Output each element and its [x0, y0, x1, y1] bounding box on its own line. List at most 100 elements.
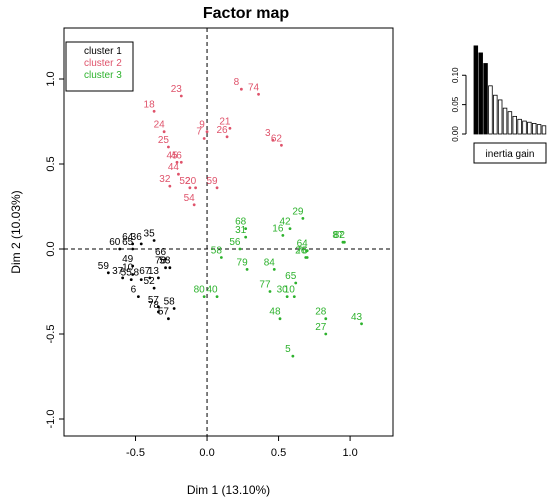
- data-point: [162, 130, 166, 134]
- data-point: [301, 217, 305, 220]
- inset-y-tick-label: 0.10: [451, 67, 460, 83]
- point-label: 62: [271, 133, 283, 144]
- x-axis-label: Dim 1 (13.10%): [187, 483, 270, 497]
- data-point: [271, 138, 275, 142]
- point-label: 30: [277, 285, 289, 296]
- data-point: [168, 266, 172, 270]
- inset-bar: [497, 99, 503, 135]
- point-label: 49: [122, 254, 134, 265]
- data-point: [244, 235, 248, 239]
- data-point: [157, 305, 160, 309]
- data-point: [192, 203, 196, 207]
- point-label: 67: [139, 266, 151, 277]
- data-point: [157, 310, 160, 314]
- point-label: 3: [265, 128, 271, 139]
- data-point: [215, 295, 219, 298]
- data-point: [164, 257, 167, 261]
- point-label: 5: [285, 344, 291, 355]
- point-label: 59: [206, 176, 218, 187]
- data-point: [167, 317, 170, 321]
- data-point: [281, 234, 285, 237]
- data-point: [175, 160, 179, 164]
- data-point: [291, 354, 295, 358]
- inset-bar: [507, 111, 513, 135]
- data-point: [219, 256, 223, 259]
- data-point: [188, 186, 192, 190]
- data-point: [194, 186, 198, 190]
- data-point: [177, 172, 180, 176]
- point-label: 76: [297, 246, 309, 257]
- data-point: [148, 276, 152, 280]
- data-point: [215, 186, 219, 190]
- inertia-gain-label: inertia gain: [486, 149, 535, 160]
- data-point: [118, 247, 122, 251]
- point-label: 18: [144, 99, 156, 110]
- legend-entry-3: cluster 3: [84, 70, 122, 81]
- data-point: [139, 278, 143, 281]
- inset-bar: [502, 107, 508, 135]
- data-point: [172, 307, 176, 310]
- data-point: [278, 317, 282, 321]
- point-label: 35: [144, 229, 156, 240]
- point-label: 10: [122, 263, 134, 274]
- x-tick-label: 0.0: [199, 447, 214, 459]
- point-label: 60: [109, 237, 121, 248]
- data-point: [167, 145, 170, 149]
- point-label: 25: [158, 135, 170, 146]
- data-point: [131, 242, 135, 246]
- data-point: [305, 256, 309, 259]
- point-label: 40: [206, 285, 218, 296]
- y-tick-label: -1.0: [45, 410, 57, 429]
- point-label: 58: [164, 297, 176, 308]
- data-point: [228, 126, 232, 130]
- data-point: [131, 273, 135, 276]
- data-point: [205, 130, 209, 134]
- inset-bar: [541, 125, 547, 135]
- legend-box: [65, 41, 134, 92]
- data-point: [152, 109, 156, 113]
- point-label: 59: [98, 261, 110, 272]
- y-axis-label: Dim 2 (10.03%): [9, 190, 23, 273]
- data-point: [202, 295, 206, 298]
- point-label: 32: [159, 174, 171, 185]
- inset-bar: [532, 123, 537, 135]
- data-point: [152, 286, 156, 290]
- point-label: 37: [112, 266, 124, 277]
- data-point: [129, 278, 133, 281]
- point-label: 48: [269, 307, 281, 318]
- x-tick-label: -0.5: [126, 447, 145, 459]
- data-point: [168, 184, 172, 188]
- data-point: [288, 227, 292, 231]
- point-label: 80: [194, 285, 206, 296]
- data-point: [106, 271, 110, 275]
- y-tick-label: 0.5: [45, 156, 57, 171]
- data-point: [225, 135, 229, 139]
- inertia-gain-label-box: [473, 142, 547, 164]
- data-point: [294, 281, 298, 285]
- data-point: [131, 264, 135, 268]
- chart-title: Factor map: [203, 5, 289, 22]
- data-point: [238, 247, 242, 251]
- inset-bar: [536, 124, 542, 135]
- point-label: 82: [334, 230, 346, 241]
- data-point: [179, 160, 183, 164]
- inset-bar: [473, 45, 479, 135]
- point-label: 54: [184, 193, 196, 204]
- point-label: 77: [259, 280, 271, 291]
- point-label: 68: [235, 217, 247, 228]
- point-label: 65: [285, 271, 297, 282]
- y-tick-label: 1.0: [45, 71, 57, 86]
- data-point: [268, 290, 272, 293]
- point-label: 23: [171, 84, 183, 95]
- data-point: [245, 268, 249, 271]
- data-point: [157, 276, 160, 280]
- data-point: [121, 276, 125, 280]
- plot-frame: [63, 27, 394, 437]
- data-point: [280, 143, 283, 147]
- data-point: [164, 266, 167, 270]
- inset-y-tick-label: 0.00: [451, 126, 460, 142]
- point-label: 56: [229, 237, 241, 248]
- inset-y-tick-label: 0.05: [451, 96, 460, 112]
- data-point: [244, 227, 248, 231]
